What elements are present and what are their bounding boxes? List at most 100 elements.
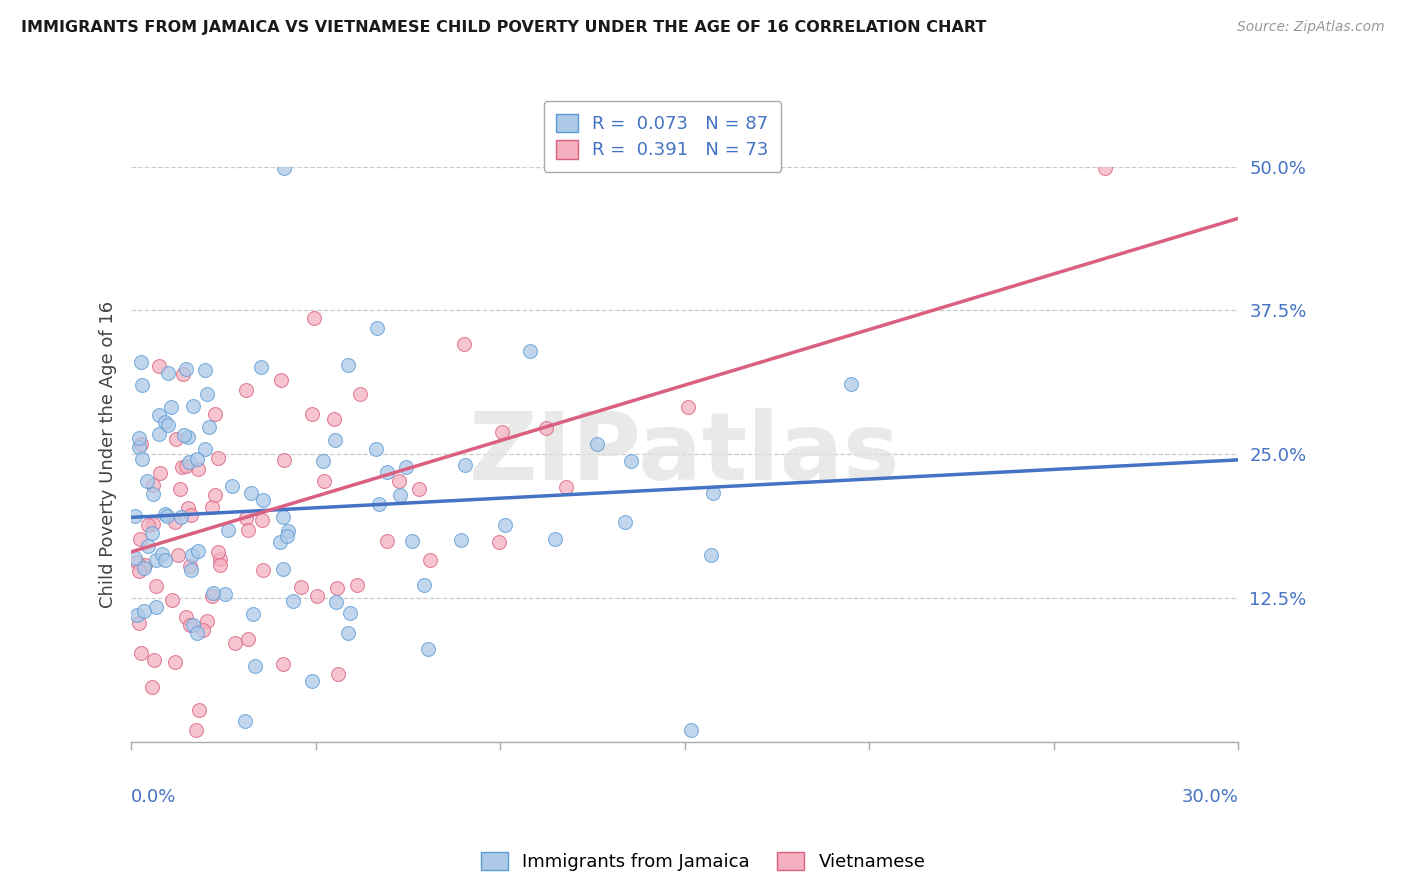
Point [186, 626, 208, 640]
Legend: Immigrants from Jamaica, Vietnamese: Immigrants from Jamaica, Vietnamese [474, 845, 932, 879]
Point [534, 421, 557, 435]
Point [141, 525, 163, 540]
Point [176, 610, 198, 624]
Point [273, 453, 295, 467]
Point [145, 600, 167, 615]
Point [271, 510, 294, 524]
Point [209, 552, 232, 566]
Point [290, 580, 312, 594]
Point [368, 497, 391, 511]
Point [388, 474, 411, 488]
Point [323, 412, 346, 426]
Point [243, 658, 266, 673]
Point [702, 486, 724, 500]
Point [134, 558, 156, 573]
Point [201, 586, 224, 600]
Point [270, 373, 292, 387]
Point [301, 408, 323, 422]
Point [494, 517, 516, 532]
Point [366, 442, 388, 457]
Point [543, 532, 565, 546]
Point [136, 540, 159, 554]
Point [401, 533, 423, 548]
Point [165, 432, 187, 446]
Point [204, 407, 226, 421]
Point [179, 558, 201, 573]
Point [314, 474, 336, 488]
Point [271, 562, 294, 576]
Point [195, 386, 218, 401]
Point [148, 426, 170, 441]
Point [839, 377, 862, 392]
Point [201, 500, 224, 514]
Point [326, 666, 349, 681]
Point [156, 509, 179, 524]
Point [614, 515, 637, 529]
Point [224, 636, 246, 650]
Point [177, 500, 200, 515]
Point [132, 604, 155, 618]
Text: IMMIGRANTS FROM JAMAICA VS VIETNAMESE CHILD POVERTY UNDER THE AGE OF 16 CORRELAT: IMMIGRANTS FROM JAMAICA VS VIETNAMESE CH… [21, 20, 987, 35]
Point [700, 549, 723, 563]
Point [136, 518, 159, 533]
Point [145, 553, 167, 567]
Point [302, 311, 325, 326]
Point [325, 581, 347, 595]
Point [450, 533, 472, 548]
Point [207, 450, 229, 465]
Point [276, 529, 298, 543]
Text: 0.0%: 0.0% [131, 788, 177, 805]
Point [375, 465, 398, 479]
Point [132, 561, 155, 575]
Point [252, 492, 274, 507]
Point [337, 358, 360, 372]
Point [142, 487, 165, 501]
Text: Source: ZipAtlas.com: Source: ZipAtlas.com [1237, 20, 1385, 34]
Point [174, 362, 197, 376]
Point [153, 507, 176, 521]
Point [453, 336, 475, 351]
Point [157, 418, 180, 433]
Point [323, 433, 346, 447]
Point [240, 486, 263, 500]
Point [679, 723, 702, 738]
Y-axis label: Child Poverty Under the Age of 16: Child Poverty Under the Age of 16 [100, 301, 117, 607]
Point [277, 524, 299, 538]
Point [209, 558, 232, 572]
Point [389, 488, 412, 502]
Point [454, 458, 477, 472]
Point [394, 460, 416, 475]
Point [135, 475, 157, 489]
Point [187, 544, 209, 558]
Point [180, 508, 202, 523]
Point [129, 355, 152, 369]
Point [128, 615, 150, 630]
Point [180, 548, 202, 562]
Point [128, 565, 150, 579]
Point [148, 408, 170, 422]
Point [201, 589, 224, 603]
Point [346, 578, 368, 592]
Point [131, 646, 153, 660]
Point [129, 437, 152, 451]
Point [143, 653, 166, 667]
Point [191, 623, 214, 637]
Point [366, 321, 388, 335]
Point [150, 547, 173, 561]
Point [198, 420, 221, 434]
Text: ZIPatlas: ZIPatlas [470, 409, 900, 500]
Point [170, 509, 193, 524]
Point [179, 618, 201, 632]
Point [173, 427, 195, 442]
Point [153, 553, 176, 567]
Point [184, 723, 207, 738]
Point [375, 533, 398, 548]
Point [305, 590, 328, 604]
Legend: R =  0.073   N = 87, R =  0.391   N = 73: R = 0.073 N = 87, R = 0.391 N = 73 [544, 101, 782, 172]
Point [273, 161, 295, 175]
Point [129, 533, 152, 547]
Point [153, 415, 176, 429]
Point [337, 625, 360, 640]
Point [1094, 161, 1116, 175]
Point [491, 425, 513, 439]
